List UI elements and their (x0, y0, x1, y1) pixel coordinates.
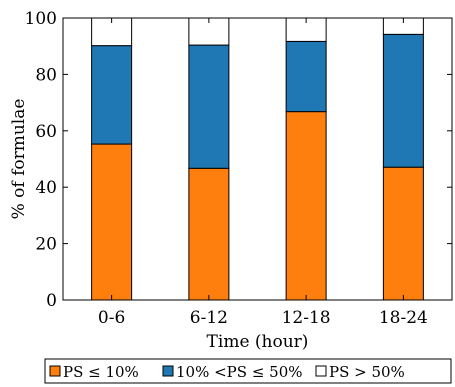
y-tick-label: 20 (35, 235, 57, 255)
y-tick-label: 80 (35, 65, 57, 85)
y-axis-title: % of formulae (9, 99, 29, 220)
legend-swatch-2 (315, 365, 327, 377)
bars-layer (91, 17, 424, 301)
bar-18-24-series-0 (382, 166, 424, 301)
x-tick-label: 18-24 (379, 308, 428, 328)
legend-label-1: 10% <PS ≤ 50% (176, 363, 303, 381)
x-tick-label: 6-12 (190, 308, 228, 328)
x-axis-title: Time (hour) (207, 332, 309, 352)
legend-swatch-0 (49, 365, 61, 377)
legend-swatch-1 (162, 365, 174, 377)
y-tick-label: 60 (35, 122, 57, 142)
y-tick-label: 40 (35, 178, 57, 198)
y-axis: 0 20 40 60 80 100 (25, 9, 452, 311)
plot-frame (62, 17, 453, 301)
legend-label-0: PS ≤ 10% (63, 363, 139, 381)
legend-label-2: PS > 50% (329, 363, 405, 381)
x-axis: 0-6 6-12 12-18 18-24 (98, 18, 428, 328)
bar-6-12-series-0 (188, 167, 230, 301)
legend: PS ≤ 10% 10% <PS ≤ 50% PS > 50% (44, 358, 452, 384)
bar-12-18-series-0 (285, 111, 327, 301)
bar-18-24-series-1 (382, 33, 424, 168)
bar-0-6-series-1 (91, 45, 133, 145)
bar-6-12-series-1 (188, 44, 230, 169)
x-tick-label: 0-6 (98, 308, 125, 328)
legend-box (44, 358, 452, 384)
x-tick-label: 12-18 (282, 308, 331, 328)
bar-12-18-series-1 (285, 40, 327, 113)
y-tick-label: 100 (25, 9, 57, 29)
y-tick-label: 0 (46, 291, 57, 311)
bar-0-6-series-0 (91, 143, 133, 301)
